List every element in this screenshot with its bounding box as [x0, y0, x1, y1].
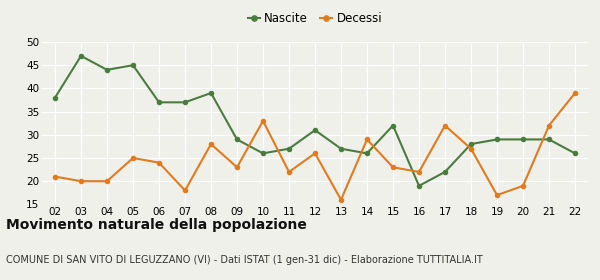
Decessi	[52, 175, 59, 178]
Decessi	[442, 124, 449, 127]
Nascite	[286, 147, 293, 150]
Nascite	[181, 101, 188, 104]
Text: COMUNE DI SAN VITO DI LEGUZZANO (VI) - Dati ISTAT (1 gen-31 dic) - Elaborazione : COMUNE DI SAN VITO DI LEGUZZANO (VI) - D…	[6, 255, 483, 265]
Decessi	[103, 179, 110, 183]
Decessi	[233, 165, 241, 169]
Nascite	[389, 124, 397, 127]
Nascite	[364, 152, 371, 155]
Nascite	[571, 152, 578, 155]
Nascite	[415, 184, 422, 188]
Nascite	[467, 143, 475, 146]
Nascite	[493, 138, 500, 141]
Nascite	[233, 138, 241, 141]
Nascite	[442, 170, 449, 174]
Nascite	[311, 129, 319, 132]
Decessi	[520, 184, 527, 188]
Decessi	[311, 152, 319, 155]
Nascite	[155, 101, 163, 104]
Nascite	[520, 138, 527, 141]
Decessi	[493, 193, 500, 197]
Text: Movimento naturale della popolazione: Movimento naturale della popolazione	[6, 218, 307, 232]
Decessi	[415, 170, 422, 174]
Decessi	[77, 179, 85, 183]
Decessi	[286, 170, 293, 174]
Legend: Nascite, Decessi: Nascite, Decessi	[243, 7, 387, 30]
Decessi	[364, 138, 371, 141]
Nascite	[208, 91, 215, 95]
Decessi	[571, 91, 578, 95]
Decessi	[208, 143, 215, 146]
Decessi	[389, 165, 397, 169]
Nascite	[337, 147, 344, 150]
Decessi	[259, 119, 266, 123]
Nascite	[103, 68, 110, 71]
Decessi	[467, 147, 475, 150]
Decessi	[155, 161, 163, 164]
Nascite	[259, 152, 266, 155]
Line: Nascite: Nascite	[52, 53, 578, 189]
Decessi	[337, 198, 344, 201]
Decessi	[130, 156, 137, 160]
Nascite	[77, 54, 85, 58]
Nascite	[130, 64, 137, 67]
Nascite	[52, 96, 59, 99]
Decessi	[545, 124, 553, 127]
Line: Decessi: Decessi	[52, 90, 578, 202]
Nascite	[545, 138, 553, 141]
Decessi	[181, 189, 188, 192]
